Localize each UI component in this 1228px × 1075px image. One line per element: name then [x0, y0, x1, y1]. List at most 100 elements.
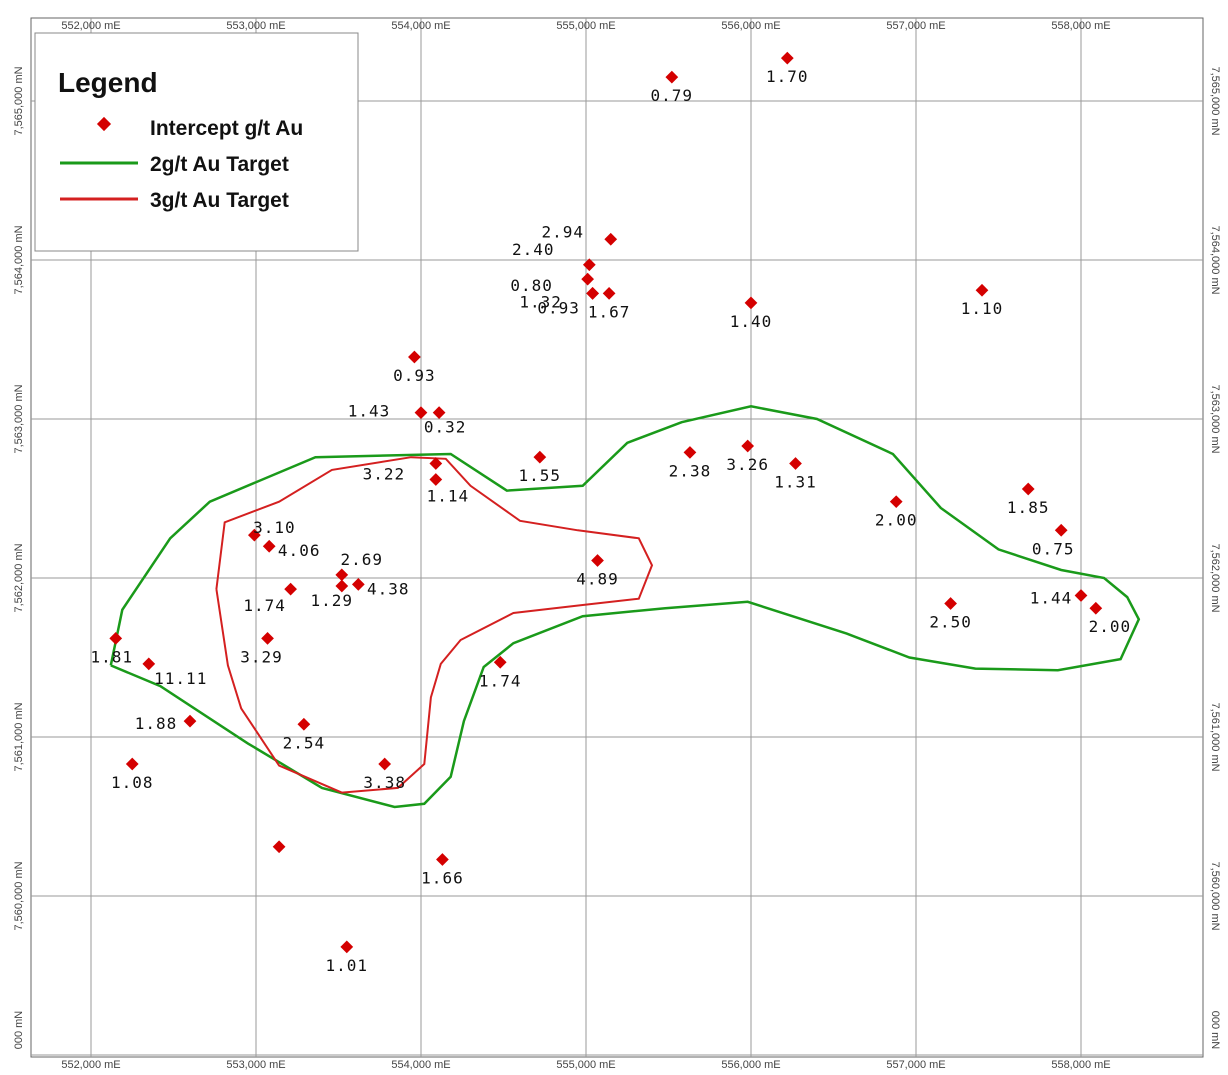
intercept-marker — [889, 495, 903, 509]
easting-tick-label-bottom: 556,000 mE — [721, 1059, 780, 1071]
intercept-label: 3.10 — [253, 518, 296, 537]
intercept-marker — [125, 757, 139, 771]
legend-item-3g-target: 3g/t Au Target — [150, 189, 289, 212]
intercept-marker — [429, 457, 443, 470]
intercept-label: 1.74 — [479, 671, 522, 690]
intercept-label: 1.08 — [111, 773, 154, 792]
intercept-marker — [975, 283, 989, 297]
northing-tick-label-left: 7,565,000 mN — [13, 66, 25, 135]
legend-title: Legend — [58, 67, 158, 98]
easting-tick-label-top: 553,000 mE — [226, 20, 285, 32]
northing-tick-label-right: 7,562,000 mN — [1209, 543, 1221, 612]
intercept-label: 2.38 — [669, 461, 712, 480]
intercept-marker — [436, 853, 449, 866]
intercept-marker — [533, 450, 547, 464]
intercept-label: 11.11 — [154, 669, 207, 688]
intercept-label: 1.88 — [135, 714, 178, 733]
intercept-label: 2.00 — [1089, 617, 1132, 636]
intercept-label: 3.22 — [363, 465, 406, 484]
northing-tick-label-right: 7,560,000 mN — [1209, 861, 1221, 930]
easting-tick-label-bottom: 553,000 mE — [226, 1059, 285, 1071]
intercept-label: 1.67 — [588, 302, 631, 321]
intercept-label: 0.80 — [510, 276, 553, 295]
northing-tick-label-right: 000 mN — [1209, 1011, 1221, 1050]
intercept-marker — [741, 439, 755, 453]
intercept-marker — [744, 296, 758, 310]
intercept-marker — [432, 406, 446, 420]
intercept-label: 1.74 — [243, 596, 286, 615]
easting-tick-label-top: 555,000 mE — [556, 20, 615, 32]
intercept-marker — [683, 446, 697, 459]
northing-tick-label-left: 7,562,000 mN — [13, 543, 25, 612]
northing-tick-label-left: 7,564,000 mN — [13, 225, 25, 294]
northing-tick-label-left: 000 mN — [13, 1011, 25, 1050]
intercept-label: 1.43 — [348, 402, 391, 421]
easting-tick-label-bottom: 555,000 mE — [556, 1059, 615, 1071]
intercept-label: 1.70 — [766, 67, 809, 86]
intercept-label: 1.81 — [90, 647, 133, 666]
intercept-label: 3.29 — [240, 647, 283, 666]
northing-tick-label-right: 7,563,000 mN — [1209, 384, 1221, 453]
legend-box — [34, 32, 359, 252]
easting-tick-label-bottom: 558,000 mE — [1051, 1059, 1110, 1071]
easting-tick-label-top: 556,000 mE — [721, 20, 780, 32]
easting-tick-label-bottom: 552,000 mE — [61, 1059, 120, 1071]
easting-tick-label-bottom: 557,000 mE — [886, 1059, 945, 1071]
intercept-label: 2.94 — [541, 222, 584, 241]
intercept-label: 1.31 — [774, 473, 817, 492]
legend-item-intercept: Intercept g/t Au — [150, 117, 303, 140]
intercept-label: 1.10 — [961, 299, 1004, 318]
intercept-label: 4.89 — [576, 570, 619, 589]
intercept-label: 2.40 — [512, 240, 555, 259]
intercept-label: 0.93 — [537, 298, 580, 317]
intercept-marker — [789, 457, 802, 470]
intercept-label: 1.32 — [519, 292, 562, 311]
3g-au-target-outline — [215, 456, 654, 794]
intercept-label: 0.32 — [424, 418, 467, 437]
intercept-label: 1.85 — [1007, 498, 1050, 517]
intercept-marker — [602, 287, 616, 300]
intercept-marker — [414, 406, 428, 419]
intercept-label: 2.00 — [875, 511, 918, 530]
intercept-label: 3.26 — [726, 455, 769, 474]
legend-item-2g-target: 2g/t Au Target — [150, 153, 289, 176]
coordinate-tick-labels: 552,000 mE 552,000 mE 553,000 mE 553,000 mE… — [13, 20, 1221, 1071]
coordinate-grid — [31, 18, 1203, 1057]
map-frame — [30, 17, 1204, 1058]
northing-tick-label-right: 7,564,000 mN — [1209, 225, 1221, 294]
intercept-label: 4.38 — [367, 579, 410, 598]
intercept-marker — [408, 350, 421, 364]
intercept-label: 1.40 — [730, 312, 773, 331]
intercept-label: 1.44 — [1030, 588, 1073, 607]
intercept-marker — [297, 717, 311, 731]
northing-tick-label-left: 7,560,000 mN — [13, 861, 25, 930]
intercept-label: 3.38 — [363, 773, 406, 792]
intercept-label: 0.79 — [651, 86, 694, 105]
2g-au-target-outline — [109, 405, 1141, 809]
easting-tick-label-top: 557,000 mE — [886, 20, 945, 32]
intercept-label: 4.06 — [278, 541, 321, 560]
intercept-label: 1.29 — [311, 591, 354, 610]
intercept-marker — [582, 258, 596, 272]
easting-tick-label-top: 558,000 mE — [1051, 20, 1110, 32]
intercept-label: 2.50 — [929, 612, 972, 631]
intercept-label: 0.75 — [1032, 539, 1075, 558]
intercept-marker — [591, 554, 604, 567]
intercept-marker — [581, 272, 595, 286]
easting-tick-label-top: 554,000 mE — [391, 20, 450, 32]
intercept-label: 1.14 — [427, 486, 470, 505]
northing-tick-label-left: 7,561,000 mN — [13, 702, 25, 771]
northing-tick-label-right: 7,561,000 mN — [1209, 702, 1221, 771]
intercept-marker — [780, 51, 794, 65]
legend: Legend Intercept g/t Au 2g/t Au Target 3… — [34, 32, 359, 252]
northing-tick-label-right: 7,565,000 mN — [1209, 66, 1221, 135]
intercept-label: 2.54 — [283, 733, 326, 752]
intercept-label: 2.69 — [341, 550, 384, 569]
intercept-label: 1.55 — [519, 466, 562, 485]
intercept-label: 1.01 — [325, 956, 368, 975]
intercept-marker — [944, 597, 957, 610]
intercept-label: 0.93 — [393, 366, 436, 385]
easting-tick-label-bottom: 554,000 mE — [391, 1059, 450, 1071]
northing-tick-label-left: 7,563,000 mN — [13, 384, 25, 453]
